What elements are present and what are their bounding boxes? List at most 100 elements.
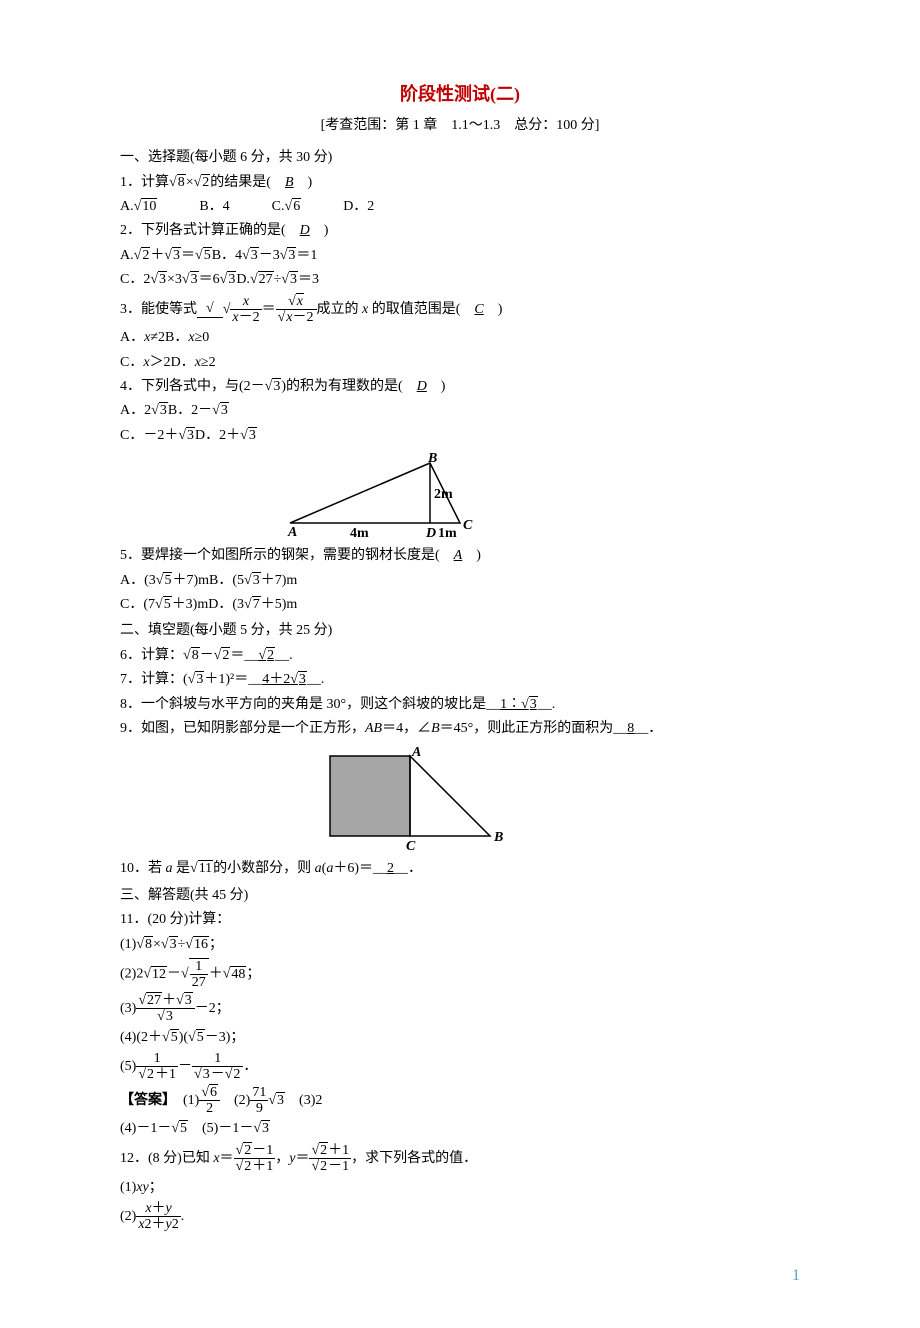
q5ob: B．(5 xyxy=(209,573,244,588)
q2-stem: 2．下列各式计算正确的是( D ) xyxy=(120,220,800,242)
q5-row1: A．(3√5＋7)mB．(5√3＋7)m xyxy=(120,570,800,592)
q11r3: 3 xyxy=(169,936,178,952)
q10b: 是 xyxy=(173,861,191,876)
lbl-C: C xyxy=(463,518,473,533)
q4r3d: 3 xyxy=(248,427,257,443)
q5oa: A．(3 xyxy=(120,573,156,588)
q8e: __. xyxy=(538,697,556,712)
q11-5: (5)1√2＋1－1√3－√2． xyxy=(120,1051,800,1083)
q10end: __． xyxy=(394,861,422,876)
q4-row1: A．2√3B．2－√3 xyxy=(120,400,800,422)
square-figure: A B C xyxy=(320,746,520,856)
q8: 8．一个斜坡与水平方向的夹角是 30°，则这个斜坡的坡比是__1∶√3__. xyxy=(120,694,800,716)
q5ans: A xyxy=(454,548,463,563)
q1-opta: A. xyxy=(120,199,134,214)
q12r2d: 2 xyxy=(319,1158,328,1174)
q11p2b: ； xyxy=(246,967,260,982)
q10ea: a xyxy=(315,861,322,876)
q8ans: 1∶ xyxy=(500,697,521,712)
q11p3: (3) xyxy=(120,1001,136,1016)
lbl-4m: 4m xyxy=(350,526,369,541)
sq-C: C xyxy=(406,839,416,854)
q11r3b: 3 xyxy=(184,992,193,1008)
q12eq1: ＝ xyxy=(220,1151,234,1166)
sq-A: A xyxy=(411,746,421,760)
q11-ans-row2: (4)－1－√5 (5)－1－√3 xyxy=(120,1118,800,1140)
q11a2: (2) xyxy=(234,1093,250,1108)
q11r2a: 2 xyxy=(146,1066,155,1082)
q11p1b: ； xyxy=(209,937,223,952)
q4r3b: 3 xyxy=(220,402,229,418)
page-number: 1 xyxy=(120,1263,800,1289)
lbl-B: B xyxy=(427,453,437,466)
q5od: D．(3 xyxy=(208,597,244,612)
lbl-A: A xyxy=(287,525,297,540)
q4oc: C．－2＋ xyxy=(120,428,178,443)
q10r11: 11 xyxy=(198,860,213,876)
q12-head: 12．(8 分)已知 x＝√2－1√2＋1，y＝√2＋1√2－1，求下列各式的值… xyxy=(120,1143,800,1175)
q12-2: (2)x＋yx2＋y2. xyxy=(120,1201,800,1233)
sqrt-3: 3 xyxy=(172,247,181,263)
page-title: 阶段性测试(二) xyxy=(120,80,800,109)
q2c: C． xyxy=(120,272,143,287)
q11r3d: 3 xyxy=(202,1066,211,1082)
q10ed: ＋6)＝__ xyxy=(333,861,387,876)
q5r5b: 5 xyxy=(163,596,172,612)
q3d: ) xyxy=(484,302,503,317)
q11r6: 6 xyxy=(209,1084,218,1100)
q9a: 9．如图，已知阴影部分是一个正方形， xyxy=(120,721,365,736)
q4ob: B．2－ xyxy=(168,403,212,418)
q10c: 的小数部分，则 xyxy=(213,861,315,876)
rx1: x xyxy=(230,294,261,310)
q11a3: (3)2 xyxy=(299,1093,322,1108)
q11r3e: 3 xyxy=(276,1092,285,1108)
q3ans: C xyxy=(474,302,483,317)
q4oa: A．2 xyxy=(120,403,151,418)
q2a: A. xyxy=(120,248,134,263)
section-3-head: 三、解答题(共 45 分) xyxy=(120,885,800,907)
q1-optb: B．4 xyxy=(199,199,229,214)
q7r3b: 3 xyxy=(298,671,307,687)
q5-row2: C．(7√5＋3)mD．(3√7＋5)m xyxy=(120,594,800,616)
q7e: __. xyxy=(307,672,325,687)
q12r2a: 2 xyxy=(243,1142,252,1158)
s3c: 3 xyxy=(287,247,296,263)
q4od: D．2＋ xyxy=(195,428,240,443)
q1-stem-b: 的结果是( xyxy=(210,175,285,190)
q10av: a xyxy=(166,861,173,876)
q3oc: C． xyxy=(120,355,143,370)
q12m: ， xyxy=(275,1151,289,1166)
q3ob: B． xyxy=(165,330,188,345)
lbl-2m: 2m xyxy=(434,487,453,502)
q11a4: (4)－1－ xyxy=(120,1121,171,1136)
q12r2b: 2 xyxy=(243,1158,252,1174)
s3b: 3 xyxy=(250,247,259,263)
q5a: 5．要焊接一个如图所示的钢架，需要的钢材长度是( xyxy=(120,548,454,563)
sqrt-2: 2 xyxy=(201,174,210,190)
q11-3: (3)√27＋√3√3－2； xyxy=(120,993,800,1025)
sqrt-10: 10 xyxy=(141,198,157,214)
q6e: __. xyxy=(275,648,293,663)
q12dot: . xyxy=(181,1209,185,1224)
q9e: __． xyxy=(634,721,662,736)
q2b: B． xyxy=(212,248,235,263)
sqrt-5: 5 xyxy=(203,247,212,263)
sq-B: B xyxy=(493,830,503,845)
q12p2: (2) xyxy=(120,1209,136,1224)
q6s: 6．计算： xyxy=(120,648,183,663)
q11p4: (4)(2＋ xyxy=(120,1030,162,1045)
q11r5b: 5 xyxy=(196,1029,205,1045)
q10ans: 2 xyxy=(387,861,394,876)
q3ob2: ≥0 xyxy=(195,330,210,345)
section-2-head: 二、填空题(每小题 5 分，共 25 分) xyxy=(120,620,800,642)
q5oc2: ＋3)m xyxy=(172,597,209,612)
q11p5e: ． xyxy=(243,1059,257,1074)
triangle-figure: A B C D 4m 2m 1m xyxy=(280,453,480,543)
q7r3: 3 xyxy=(195,671,204,687)
q11p5m: － xyxy=(178,1059,192,1074)
q1-ans: B xyxy=(285,175,294,190)
q11r3f: 3 xyxy=(261,1120,270,1136)
q3oc2: ＞2 xyxy=(150,355,171,370)
q4-row2: C．－2＋√3D．2＋√3 xyxy=(120,425,800,447)
q11-ans-row1: 【答案】 (1)√62 (2)719√3 (3)2 xyxy=(120,1085,800,1117)
